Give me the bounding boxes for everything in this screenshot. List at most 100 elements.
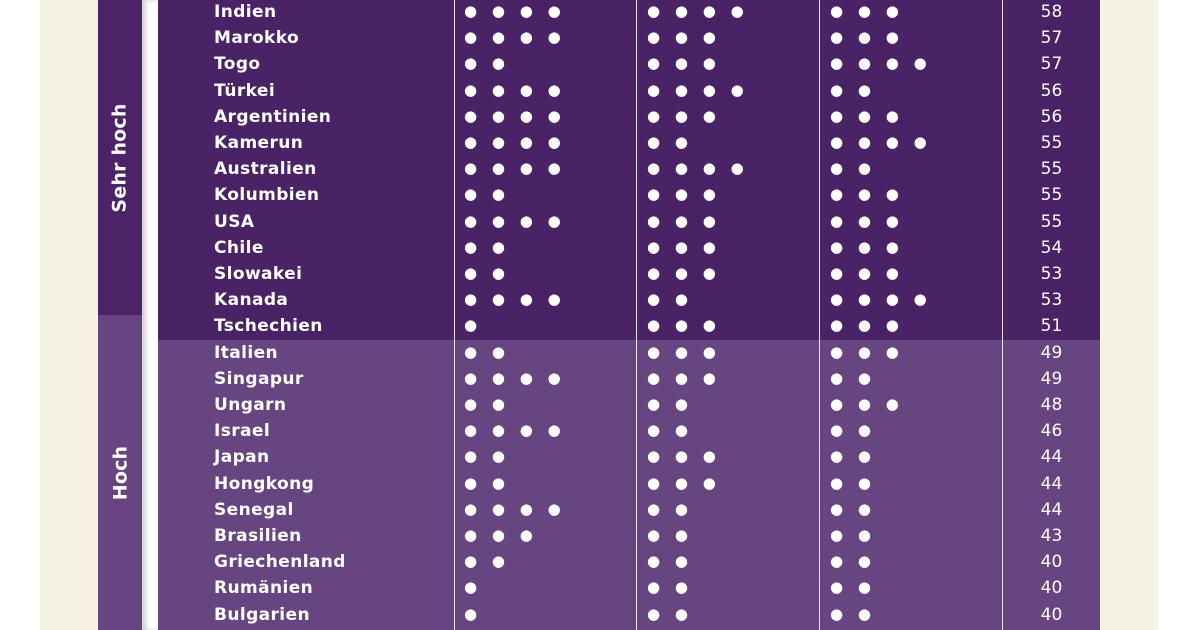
table-row: Argentinien ● ● ● ● ● ● ● ● ● ● 56 <box>158 105 1100 131</box>
score-value: 55 <box>1040 211 1063 232</box>
country-name: Senegal <box>214 499 294 520</box>
table-row: Singapur ● ● ● ● ● ● ● ● ● 49 <box>158 367 1100 393</box>
table-row: Slowakei ● ● ● ● ● ● ● ● 53 <box>158 262 1100 288</box>
rating-dots-3: ● ● ● ● <box>830 54 932 73</box>
rating-dots-2: ● ● ● <box>647 342 721 361</box>
score-value: 49 <box>1040 342 1063 363</box>
table-row: USA ● ● ● ● ● ● ● ● ● ● 55 <box>158 210 1100 236</box>
score-value: 40 <box>1040 604 1063 625</box>
country-name: Togo <box>214 54 261 75</box>
rating-dots-3: ● ● <box>830 80 876 99</box>
rating-dots-3: ● ● <box>830 578 876 597</box>
table-row: Chile ● ● ● ● ● ● ● ● 54 <box>158 236 1100 262</box>
rating-dots-2: ● ● ● <box>647 237 721 256</box>
rating-dots-1: ● ● ● <box>464 526 538 544</box>
rating-dots-3: ● ● <box>830 368 876 387</box>
rating-dots-1: ● ● <box>464 395 510 413</box>
rating-dots-2: ● ● <box>647 578 693 597</box>
country-name: Israel <box>214 421 271 442</box>
rating-dots-3: ● ● ● <box>830 211 904 230</box>
table-row: Kamerun ● ● ● ● ● ● ● ● ● ● 55 <box>158 131 1100 157</box>
table-row: Brasilien ● ● ● ● ● ● ● 43 <box>158 524 1100 550</box>
rating-dots-2: ● ● <box>647 133 693 151</box>
rating-dots-3: ● ● <box>830 526 876 544</box>
country-name: Griechenland <box>214 552 346 573</box>
left-cream-border <box>40 0 98 630</box>
group-high-label: Hoch <box>109 445 132 500</box>
rating-dots-2: ● ● ● <box>647 28 721 47</box>
rating-dots-3: ● ● <box>830 421 876 440</box>
left-margin <box>0 0 40 630</box>
rating-dots-3: ● ● ● <box>830 342 904 361</box>
rating-dots-1: ● ● <box>464 264 510 282</box>
score-value: 40 <box>1040 552 1063 573</box>
rating-dots-3: ● ● ● <box>830 237 904 256</box>
score-value: 55 <box>1040 133 1063 153</box>
country-name: Slowakei <box>214 264 303 284</box>
rating-dots-2: ● ● ● <box>647 473 721 492</box>
country-name: Ungarn <box>214 395 287 415</box>
table-row: Togo ● ● ● ● ● ● ● ● ● 57 <box>158 52 1100 78</box>
score-value: 49 <box>1040 368 1063 389</box>
rating-dots-1: ● ● <box>464 552 510 571</box>
table-row: Türkei ● ● ● ● ● ● ● ● ● ● 56 <box>158 79 1100 105</box>
rating-dots-1: ● ● ● ● <box>464 368 566 387</box>
score-value: 56 <box>1040 106 1063 127</box>
rating-dots-3: ● ● ● ● <box>830 133 932 151</box>
rating-dots-2: ● ● ● <box>647 368 721 387</box>
rating-dots-1: ● ● <box>464 447 510 466</box>
country-table: Indien ● ● ● ● ● ● ● ● ● ● ● 58 Marokko ● ● ● … <box>158 0 1100 630</box>
table-row: Bulgarien ● ● ● ● ● 40 <box>158 603 1100 629</box>
country-name: Bulgarien <box>214 604 310 625</box>
score-value: 57 <box>1040 28 1063 49</box>
rating-dots-1: ● ● ● ● <box>464 211 566 230</box>
rating-dots-3: ● ● <box>830 159 876 178</box>
rating-dots-1: ● ● ● ● <box>464 28 566 47</box>
column-divider <box>454 0 455 630</box>
band-high <box>158 340 1100 630</box>
score-value: 44 <box>1040 499 1063 520</box>
rating-dots-2: ● ● ● ● <box>647 2 749 20</box>
country-name: Kamerun <box>214 133 304 153</box>
table-row: Israel ● ● ● ● ● ● ● ● 46 <box>158 419 1100 445</box>
rating-dots-2: ● ● <box>647 526 693 544</box>
table-row: Senegal ● ● ● ● ● ● ● ● 44 <box>158 498 1100 524</box>
rating-dots-3: ● ● ● <box>830 185 904 204</box>
rating-dots-3: ● ● ● <box>830 316 904 335</box>
group-high: Hoch <box>98 315 142 630</box>
right-cream-border <box>1100 0 1158 630</box>
rating-dots-1: ● ● ● ● <box>464 499 566 518</box>
rating-dots-3: ● ● <box>830 552 876 571</box>
band-very-high <box>158 0 1100 340</box>
table-row: Japan ● ● ● ● ● ● ● 44 <box>158 445 1100 471</box>
country-name: Indien <box>214 2 277 22</box>
rating-dots-3: ● ● <box>830 447 876 466</box>
rating-dots-1: ● ● ● ● <box>464 80 566 99</box>
table-row: Ungarn ● ● ● ● ● ● ● 48 <box>158 393 1100 419</box>
table-row: Italien ● ● ● ● ● ● ● ● 49 <box>158 341 1100 367</box>
rating-dots-1: ● ● ● ● <box>464 2 566 20</box>
rating-dots-3: ● ● ● <box>830 395 904 413</box>
country-name: Hongkong <box>214 473 315 494</box>
column-divider <box>819 0 820 630</box>
score-value: 43 <box>1040 526 1063 546</box>
rating-dots-2: ● ● <box>647 421 693 440</box>
table-row: Hongkong ● ● ● ● ● ● ● 44 <box>158 472 1100 498</box>
rating-dots-2: ● ● ● <box>647 185 721 204</box>
table-row: Kanada ● ● ● ● ● ● ● ● ● ● 53 <box>158 288 1100 314</box>
country-name: Brasilien <box>214 526 302 546</box>
table-row: Rumänien ● ● ● ● ● 40 <box>158 576 1100 602</box>
right-margin <box>1158 0 1200 630</box>
score-value: 55 <box>1040 159 1063 180</box>
table-row: Griechenland ● ● ● ● ● ● 40 <box>158 550 1100 576</box>
rating-dots-1: ● ● <box>464 342 510 361</box>
rating-dots-3: ● ● <box>830 499 876 518</box>
column-divider <box>1002 0 1003 630</box>
score-value: 53 <box>1040 290 1063 311</box>
country-name: Türkei <box>214 80 276 101</box>
score-value: 56 <box>1040 80 1063 101</box>
score-value: 53 <box>1040 264 1063 284</box>
rating-dots-2: ● ● ● <box>647 264 721 282</box>
country-name: Kolumbien <box>214 185 320 206</box>
country-name: Singapur <box>214 368 304 389</box>
